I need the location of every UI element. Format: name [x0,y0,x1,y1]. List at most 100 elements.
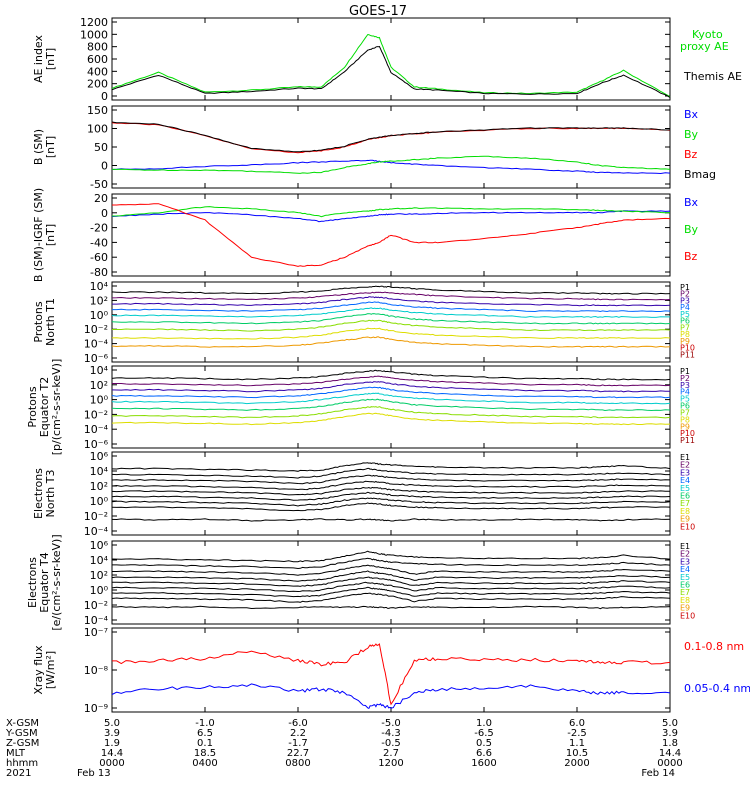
y-tick-label: 0 [101,90,108,103]
y-axis-label: North T1 [44,298,57,346]
footer-value: 1.0 [476,718,492,729]
y-tick-label: 20 [94,192,108,205]
y-tick-label: 10⁰ [90,495,109,508]
panel-frame [111,105,671,189]
legend-entry: 0.1-0.8 nm [684,640,744,653]
footer-value: -4.3 [381,728,401,739]
panel-frame [111,451,671,536]
legend-entry: P5 [680,395,690,404]
y-tick-label: 10⁻² [84,408,108,421]
legend-entry: E9 [680,604,690,613]
legend-entry: E8 [680,507,690,516]
legend-entry: E2 [680,550,690,559]
footer-value: -1.7 [288,738,308,749]
panel-frame [111,627,671,713]
y-tick-label: -80 [90,266,108,279]
footer-value: 1600 [471,758,496,769]
y-tick-label: 10² [90,294,108,307]
y-tick-label: 50 [94,141,108,154]
y-tick-label: 10⁻⁸ [84,664,109,677]
legend-entry: Kyoto [692,28,723,41]
legend-entry: E6 [680,581,690,590]
legend-entry: E10 [680,522,695,531]
y-axis-label: Equator T4 [38,552,51,612]
footer-value: 3.9 [662,728,678,739]
footer-value: -1.0 [195,718,215,729]
series-line-p1 [111,369,671,381]
y-axis-label: [nT] [44,136,57,158]
legend-xray: 0.1-0.8 nm 0.05-0.4 nm [684,640,750,695]
legend-entry: E9 [680,515,690,524]
series-line-p8 [111,327,671,340]
legend-bigrf: Bx By Bz [684,196,699,263]
y-tick-label: 400 [87,65,108,78]
y-tick-label: 600 [87,53,108,66]
y-tick-label: 10⁻⁶ [84,352,109,365]
y-tick-label: 10⁰ [90,394,109,407]
series-line-p6 [111,313,671,325]
series-line-p9 [111,336,671,348]
footer-value: 2.2 [290,728,306,739]
legend-entry: E4 [680,476,690,485]
series-line-0-1-0-8-nm [112,643,671,706]
y-tick-label: 10⁴ [90,554,109,567]
y-tick-label: 1200 [80,16,108,29]
series-line-bx [111,159,671,175]
series-line-bmag [111,121,671,153]
series-line-0-05-0-4-nm [111,683,671,710]
footer-value: -5.0 [381,718,401,729]
legend-entry: Bx [684,108,699,121]
series-line-p7 [112,319,671,332]
series-line-e2 [111,467,670,479]
legend-entry: E2 [680,461,690,470]
y-axis-label: Protons [32,301,45,342]
y-tick-label: 200 [87,78,108,91]
series-line-e7 [111,586,671,598]
footer-row-label: Z-GSM [6,738,39,749]
legend-entry: P6 [680,402,690,411]
legend-bsm: Bx By Bz Bmag [684,108,716,181]
y-axis-label: [W/m²] [44,651,57,689]
y-tick-label: 0 [101,207,108,220]
y-axis-label: Xray flux [32,645,45,695]
legend-entry: E4 [680,565,690,574]
series-line-p6 [111,398,671,412]
legend-entry: P5 [680,310,690,319]
series-line-p7 [111,406,671,419]
footer-value: 22.7 [287,748,309,759]
series-line-e6 [111,581,671,593]
y-tick-label: 10⁶ [90,539,109,552]
series-line-e3 [111,474,671,485]
legend-entry: E5 [680,573,690,582]
series-line-p2 [112,375,671,387]
legend-entry: P6 [680,317,690,326]
legend-entry: P7 [680,408,690,417]
legend-entry: P4 [680,303,690,312]
series-line-p5 [111,392,671,405]
ephemeris-footer: X-GSMY-GSMZ-GSMMLThhmm20215.03.91.914.40… [5,718,683,779]
series-line-kyoto-proxy-ae [111,33,671,98]
y-tick-label: 150 [87,104,108,117]
y-tick-label: -40 [90,236,108,249]
series-line-p5 [111,307,670,318]
y-tick-label: 10⁻² [84,510,108,523]
series-line-themis-ae [111,45,671,98]
footer-value: 1.9 [104,738,120,749]
series-line-bz [112,203,671,267]
footer-value: 2000 [564,758,589,769]
footer-value: 18.5 [194,748,216,759]
footer-value: 2.7 [383,748,399,759]
series-line-e9 [111,518,671,522]
series-line-p1 [111,285,671,295]
y-axis-label: North T3 [44,470,57,518]
series-line-e5 [111,486,671,496]
legend-entry: Themis AE [683,70,742,83]
legend-entry: P2 [680,374,690,383]
legend-entry: E3 [680,468,690,477]
